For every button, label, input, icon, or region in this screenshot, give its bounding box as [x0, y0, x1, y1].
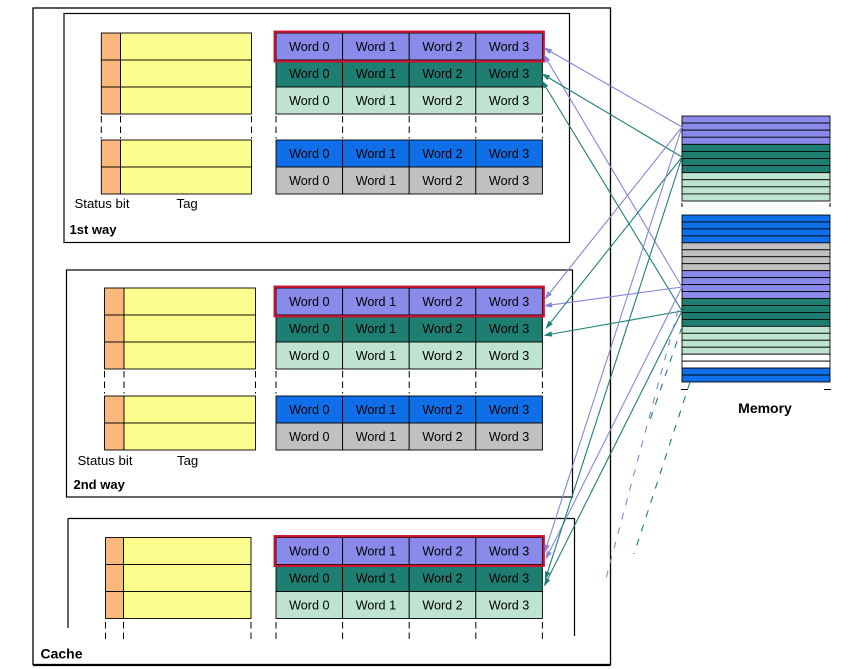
svg-text:Word 2: Word 2: [422, 349, 462, 363]
svg-text:Word 1: Word 1: [356, 94, 396, 108]
svg-text:Status bit: Status bit: [75, 196, 130, 211]
svg-text:1st way: 1st way: [70, 222, 118, 237]
svg-text:Word 3: Word 3: [489, 67, 529, 81]
svg-text:Word 2: Word 2: [422, 40, 462, 54]
svg-text:Word 2: Word 2: [422, 147, 462, 161]
svg-text:Word 3: Word 3: [489, 403, 529, 417]
svg-text:Word 0: Word 0: [289, 94, 329, 108]
svg-text:Word 1: Word 1: [356, 545, 396, 559]
svg-text:Word 0: Word 0: [289, 545, 329, 559]
svg-text:Word 2: Word 2: [422, 295, 462, 309]
svg-text:Word 1: Word 1: [356, 67, 396, 81]
svg-text:Word 2: Word 2: [422, 94, 462, 108]
svg-text:Word 3: Word 3: [489, 545, 529, 559]
svg-text:Word 2: Word 2: [422, 545, 462, 559]
svg-text:Word 2: Word 2: [422, 67, 462, 81]
svg-text:Word 2: Word 2: [422, 430, 462, 444]
svg-text:Word 0: Word 0: [289, 147, 329, 161]
svg-text:Word 1: Word 1: [356, 430, 396, 444]
svg-text:Word 3: Word 3: [489, 40, 529, 54]
svg-text:Cache: Cache: [41, 646, 83, 662]
svg-text:Word 3: Word 3: [489, 174, 529, 188]
svg-text:Word 0: Word 0: [289, 599, 329, 613]
svg-text:Word 0: Word 0: [289, 349, 329, 363]
svg-text:Tag: Tag: [177, 453, 198, 468]
svg-text:Word 1: Word 1: [356, 174, 396, 188]
svg-text:Word 0: Word 0: [289, 295, 329, 309]
svg-text:Word 0: Word 0: [289, 403, 329, 417]
svg-text:Word 3: Word 3: [489, 94, 529, 108]
svg-text:Word 1: Word 1: [356, 599, 396, 613]
svg-text:Word 2: Word 2: [422, 403, 462, 417]
svg-text:Word 0: Word 0: [289, 572, 329, 586]
svg-text:Word 3: Word 3: [489, 295, 529, 309]
svg-text:Word 0: Word 0: [289, 67, 329, 81]
svg-text:Word 3: Word 3: [489, 572, 529, 586]
svg-text:Word 0: Word 0: [289, 322, 329, 336]
svg-text:Word 1: Word 1: [356, 40, 396, 54]
svg-text:Word 1: Word 1: [356, 322, 396, 336]
svg-text:Word 2: Word 2: [422, 174, 462, 188]
svg-text:Word 3: Word 3: [489, 599, 529, 613]
svg-text:Word 0: Word 0: [289, 174, 329, 188]
svg-text:Word 1: Word 1: [356, 403, 396, 417]
svg-text:Word 3: Word 3: [489, 147, 529, 161]
svg-text:Word 1: Word 1: [356, 295, 396, 309]
svg-text:Word 2: Word 2: [422, 599, 462, 613]
svg-text:Word 3: Word 3: [489, 322, 529, 336]
svg-text:Status bit: Status bit: [78, 453, 133, 468]
svg-text:Word 0: Word 0: [289, 40, 329, 54]
svg-text:Word 1: Word 1: [356, 147, 396, 161]
svg-text:Word 0: Word 0: [289, 430, 329, 444]
svg-text:Word 1: Word 1: [356, 572, 396, 586]
svg-text:Word 3: Word 3: [489, 430, 529, 444]
svg-text:2nd way: 2nd way: [74, 477, 126, 492]
svg-text:Memory: Memory: [738, 400, 792, 416]
svg-text:Word 3: Word 3: [489, 349, 529, 363]
svg-text:Tag: Tag: [177, 196, 198, 211]
svg-text:Word 1: Word 1: [356, 349, 396, 363]
svg-text:Word 2: Word 2: [422, 572, 462, 586]
svg-text:Word 2: Word 2: [422, 322, 462, 336]
